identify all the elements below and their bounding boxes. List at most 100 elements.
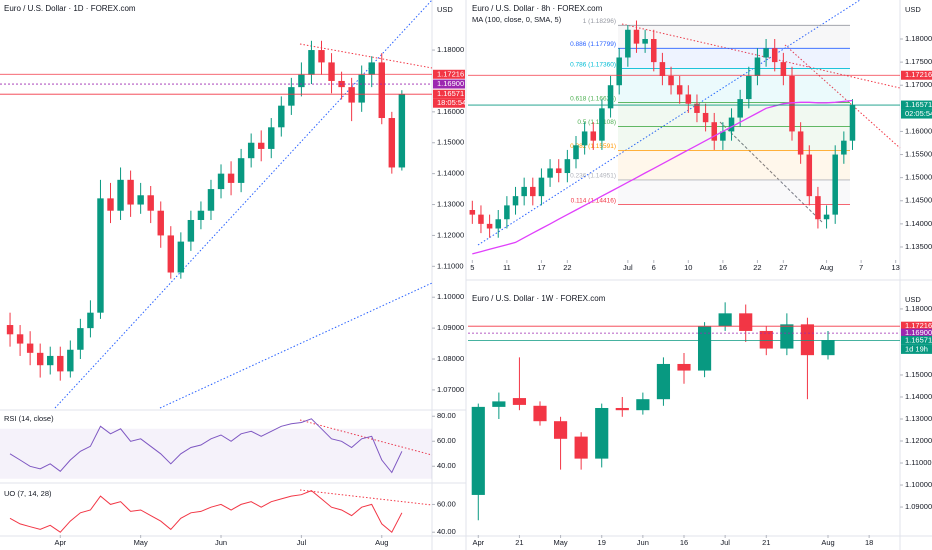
price-label: 1.16571	[905, 100, 932, 109]
indicator-line	[9, 490, 403, 533]
indicator-label: RSI (14, close)	[4, 414, 54, 423]
chart-title: Euro / U.S. Dollar · 1W · FOREX.com	[472, 294, 606, 303]
candle-body	[227, 173, 235, 183]
candle-body	[711, 122, 718, 141]
candle-body	[117, 179, 124, 211]
price-label: 1.16571	[905, 335, 932, 344]
candle-body	[720, 131, 726, 141]
candle-body	[26, 343, 34, 353]
fib-label: 0.236 (1.14951)	[570, 173, 616, 180]
y-tick-label: 1.17000	[905, 80, 932, 89]
candle-body	[659, 62, 666, 76]
x-tick-label: 13	[892, 263, 900, 272]
y-tick-label: 1.14500	[905, 196, 932, 205]
y-tick-label: 1.11000	[905, 458, 932, 467]
trend-line	[159, 282, 433, 409]
countdown: 18:05:54	[437, 98, 466, 107]
x-tick-label: 17	[537, 263, 545, 272]
x-tick-label: 6	[652, 263, 656, 272]
chart-title: Euro / U.S. Dollar · 8h · FOREX.com	[472, 4, 603, 13]
price-box	[433, 69, 465, 79]
candle-body	[780, 62, 787, 76]
candle-body	[348, 87, 355, 103]
y-tick-label: 1.13000	[905, 414, 932, 423]
y-tick-label: 1.11000	[437, 261, 464, 270]
y-tick-label: 1.15000	[437, 138, 464, 147]
candle-body	[67, 349, 74, 372]
x-tick-label: Aug	[375, 538, 388, 547]
candle-body	[590, 131, 597, 141]
candle-body	[573, 145, 579, 160]
price-label: 1.16571	[437, 89, 464, 98]
y-tick-label: 80.00	[437, 411, 456, 420]
y-tick-label: 1.13500	[905, 242, 932, 251]
y-tick-label: 1.16000	[905, 126, 932, 135]
fib-label: 0.5 (1.16108)	[577, 119, 616, 126]
candle-body	[763, 48, 769, 58]
candle-body	[77, 328, 84, 350]
x-tick-label: May	[134, 538, 148, 547]
x-tick-label: 22	[753, 263, 761, 272]
candle-body	[36, 352, 44, 366]
candle-body	[538, 177, 545, 197]
candle-body	[197, 210, 205, 220]
candle-body	[547, 168, 553, 178]
candle-body	[16, 334, 24, 344]
x-tick-label: Apr	[54, 538, 66, 547]
candle-body	[676, 85, 683, 95]
y-tick-label: 1.09000	[905, 502, 932, 511]
x-tick-label: 19	[598, 538, 606, 547]
candle-body	[495, 219, 502, 229]
y-tick-label: 1.17500	[905, 57, 932, 66]
candle-body	[358, 74, 365, 103]
indicator-label: UO (7, 14, 28)	[4, 489, 52, 498]
candle-body	[328, 62, 335, 81]
candle-body	[702, 112, 709, 123]
candle-body	[694, 103, 700, 113]
axis-unit: USD	[437, 5, 453, 14]
x-tick-label: Jul	[297, 538, 307, 547]
candle-body	[849, 105, 856, 141]
countdown-box	[901, 344, 932, 354]
trend-line	[784, 44, 901, 149]
x-tick-label: 7	[859, 263, 863, 272]
y-tick-label: 40.00	[437, 527, 456, 536]
y-tick-label: 1.09000	[437, 323, 464, 332]
candle-body	[167, 235, 175, 273]
candle-body	[564, 159, 571, 174]
candle-body	[237, 158, 245, 183]
candle-body	[478, 214, 484, 224]
price-box	[901, 335, 932, 345]
candle-body	[278, 105, 285, 128]
price-label: 1.16900	[437, 79, 464, 88]
candle-body	[388, 118, 396, 168]
candle-body	[530, 186, 536, 197]
candle-body	[87, 312, 94, 329]
y-tick-label: 1.15000	[905, 173, 932, 182]
price-box	[901, 70, 932, 80]
candle-body	[318, 50, 325, 63]
candle-body	[668, 75, 674, 86]
candle-body	[697, 326, 712, 371]
candle-body	[599, 108, 605, 141]
price-box	[901, 100, 932, 110]
candle-body	[257, 142, 265, 149]
candle-body	[521, 186, 527, 197]
y-tick-label: 40.00	[437, 461, 456, 470]
candle-body	[97, 198, 104, 313]
candle-body	[800, 324, 815, 356]
y-tick-label: 1.13000	[437, 200, 464, 209]
candle-body	[127, 179, 134, 205]
candle-body	[298, 74, 305, 88]
price-label: 1.17216	[437, 69, 464, 78]
candle-body	[595, 407, 609, 459]
x-tick-label: 16	[680, 538, 688, 547]
indicator-band	[0, 428, 432, 479]
candle-body	[789, 75, 795, 132]
candle-body	[823, 214, 830, 220]
candle-body	[759, 330, 773, 349]
candle-body	[107, 198, 114, 211]
candle-body	[469, 210, 476, 215]
indicator-line	[9, 418, 403, 474]
trend-line	[299, 43, 433, 69]
